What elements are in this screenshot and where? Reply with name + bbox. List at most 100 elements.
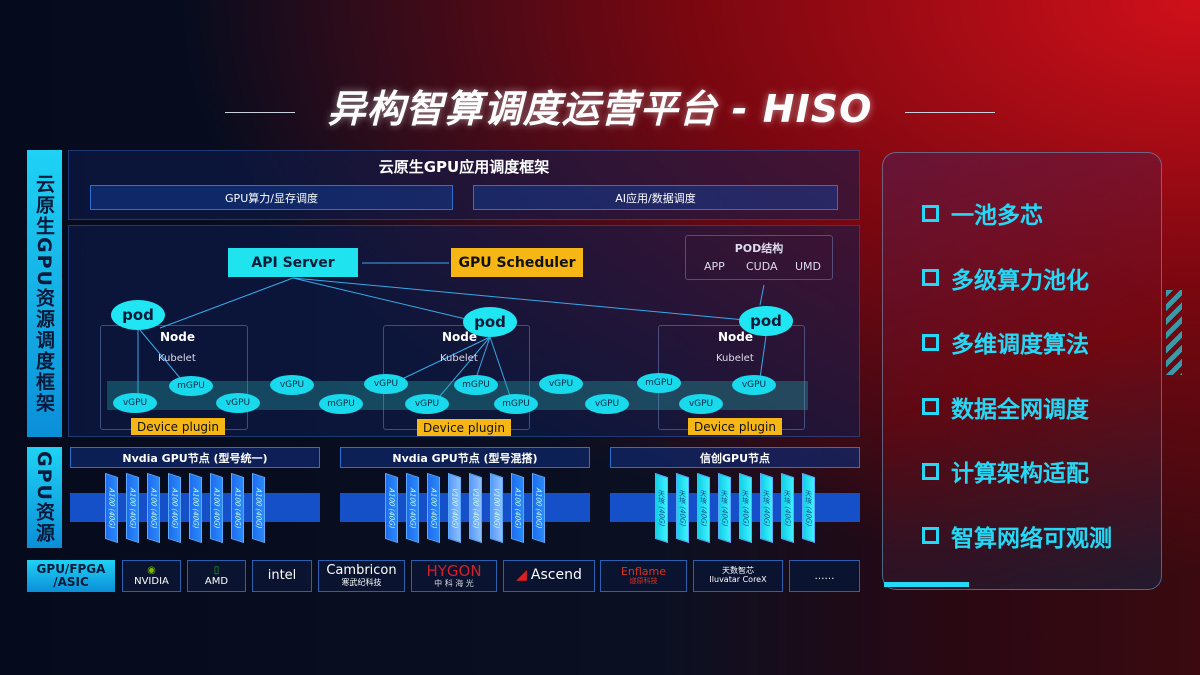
vendor-name: Cambricon — [326, 563, 397, 579]
vendor-name: …… — [814, 570, 835, 582]
vendor-name: Ascend — [530, 567, 582, 584]
gpu-card: V100 (40G) — [469, 472, 482, 544]
gpu-card: 天垓 (40G) — [739, 472, 752, 544]
feature-item: 多维调度算法 — [922, 325, 1089, 359]
pod: pod — [111, 300, 165, 330]
node-label: Node — [718, 330, 754, 344]
kubelet-label: Kubelet — [716, 353, 754, 364]
node-label: Node — [442, 330, 478, 344]
features-panel — [882, 152, 1162, 590]
virtual-gpu: vGPU — [216, 393, 260, 413]
virtual-gpu: vGPU — [679, 394, 723, 414]
gpu-card: A100 (40G) — [427, 472, 440, 544]
vendor-logo-cambricon: Cambricon 寒武纪科技 — [318, 560, 405, 592]
gpu-card: 天垓 (40G) — [781, 472, 794, 544]
virtual-gpu: mGPU — [494, 394, 538, 414]
gpu-compute-scheduling: GPU算力/显存调度 — [90, 185, 453, 210]
feature-label: 计算架构适配 — [951, 461, 1089, 487]
vendor-name: 天数智芯 — [722, 566, 754, 576]
framework-side-label: 云原生GPU资源调度框架 — [27, 150, 62, 437]
vendor-logo-enflame: Enflame 燧原科技 — [600, 560, 687, 592]
device-plugin-label: Device plugin — [417, 419, 511, 436]
virtual-gpu: mGPU — [637, 373, 681, 393]
vendor-logo-nvidia: ◉ NVIDIA — [122, 560, 181, 592]
virtual-gpu: vGPU — [405, 394, 449, 414]
checkbox-icon — [922, 333, 939, 351]
virtual-gpu: vGPU — [113, 393, 157, 413]
vendor-logo-hygon: HYGON 中 科 海 光 — [411, 560, 497, 592]
feature-item: 一池多芯 — [922, 196, 1043, 230]
checkbox-icon — [922, 527, 939, 544]
feature-label: 一池多芯 — [951, 203, 1043, 229]
vendor-name: NVIDIA — [134, 576, 169, 587]
gpu-group-title: Nvdia GPU节点 (型号混搭) — [340, 447, 590, 468]
virtual-gpu: mGPU — [454, 375, 498, 395]
feature-label: 智算网络可观测 — [951, 525, 1112, 552]
vendor-more: …… — [789, 560, 860, 592]
pod-part-umd: UMD — [795, 260, 822, 273]
gpu-card: A100 (40G) — [168, 472, 181, 544]
virtual-gpu: vGPU — [585, 394, 629, 414]
feature-item: 多级算力池化 — [922, 261, 1089, 295]
vendor-name: Enflame — [620, 565, 667, 579]
vendor-sub: 燧原科技 — [629, 577, 658, 586]
device-plugin-label: Device plugin — [131, 418, 225, 435]
feature-label: 数据全网调度 — [951, 396, 1089, 423]
gpu-card: V100 (40G) — [490, 472, 503, 544]
pod-structure-box — [685, 235, 833, 280]
title-decoration-left — [225, 112, 295, 113]
gpu-card: A100 (40G) — [532, 472, 545, 544]
checkbox-icon — [922, 204, 939, 222]
gpu-card: V100 (40G) — [448, 472, 461, 544]
vendor-logo-amd: ▯ AMD — [187, 560, 246, 592]
gpu-card: A100 (40G) — [210, 472, 223, 544]
feature-label: 多级算力池化 — [951, 267, 1089, 294]
virtual-gpu: mGPU — [169, 376, 213, 396]
gpu-group-title: 信创GPU节点 — [610, 447, 860, 468]
gpu-card: 天垓 (40G) — [718, 472, 731, 544]
ai-data-scheduling: AI应用/数据调度 — [473, 185, 838, 210]
virtual-gpu: vGPU — [732, 375, 776, 395]
gpu-card: 天垓 (40G) — [655, 472, 668, 544]
gpu-card: A100 (40G) — [189, 472, 202, 544]
kubelet-label: Kubelet — [440, 353, 478, 364]
checkbox-icon — [922, 462, 939, 480]
gpu-node-base — [610, 493, 860, 522]
feature-item: 计算架构适配 — [922, 454, 1089, 488]
chips-side-label: GPU/FPGA /ASIC — [27, 560, 115, 592]
vendor-sub: Iluvatar CoreX — [709, 575, 767, 584]
feature-item: 智算网络可观测 — [922, 519, 1112, 553]
feature-item: 数据全网调度 — [922, 390, 1089, 424]
pod: pod — [739, 306, 793, 336]
corner-accent — [884, 582, 969, 587]
framework-title: 云原生GPU应用调度框架 — [378, 158, 550, 176]
resources-side-label: GPU资源 — [27, 447, 62, 548]
virtual-gpu: vGPU — [364, 374, 408, 394]
gpu-group-title: Nvdia GPU节点 (型号统一) — [70, 447, 320, 468]
checkbox-icon — [922, 398, 939, 415]
gpu-card: A100 (40G) — [252, 472, 265, 544]
pod-part-app: APP — [704, 260, 725, 273]
virtual-gpu: mGPU — [319, 394, 363, 414]
gpu-card: A100 (40G) — [511, 472, 524, 544]
device-plugin-label: Device plugin — [688, 418, 782, 435]
vendor-sub: 寒武纪科技 — [341, 577, 382, 587]
virtual-gpu: vGPU — [539, 374, 583, 394]
pod: pod — [463, 307, 517, 337]
api-server-box: API Server — [228, 248, 358, 277]
stripe-decoration — [1166, 290, 1182, 375]
gpu-card: A100 (40G) — [406, 472, 419, 544]
gpu-card: A100 (40G) — [231, 472, 244, 544]
virtual-gpu: vGPU — [270, 375, 314, 395]
kubelet-label: Kubelet — [158, 353, 196, 364]
gpu-card: A100 (40G) — [105, 472, 118, 544]
vendor-logo-ascend: ◢ Ascend — [503, 560, 595, 592]
gpu-card: 天垓 (40G) — [760, 472, 773, 544]
gpu-scheduler-box: GPU Scheduler — [451, 248, 583, 277]
page-title: 异构智算调度运营平台 - HISO — [327, 87, 873, 131]
gpu-node-base — [340, 493, 590, 522]
vendor-logo-intel: intel — [252, 560, 312, 592]
gpu-card: A100 (40G) — [126, 472, 139, 544]
gpu-card: A100 (40G) — [147, 472, 160, 544]
